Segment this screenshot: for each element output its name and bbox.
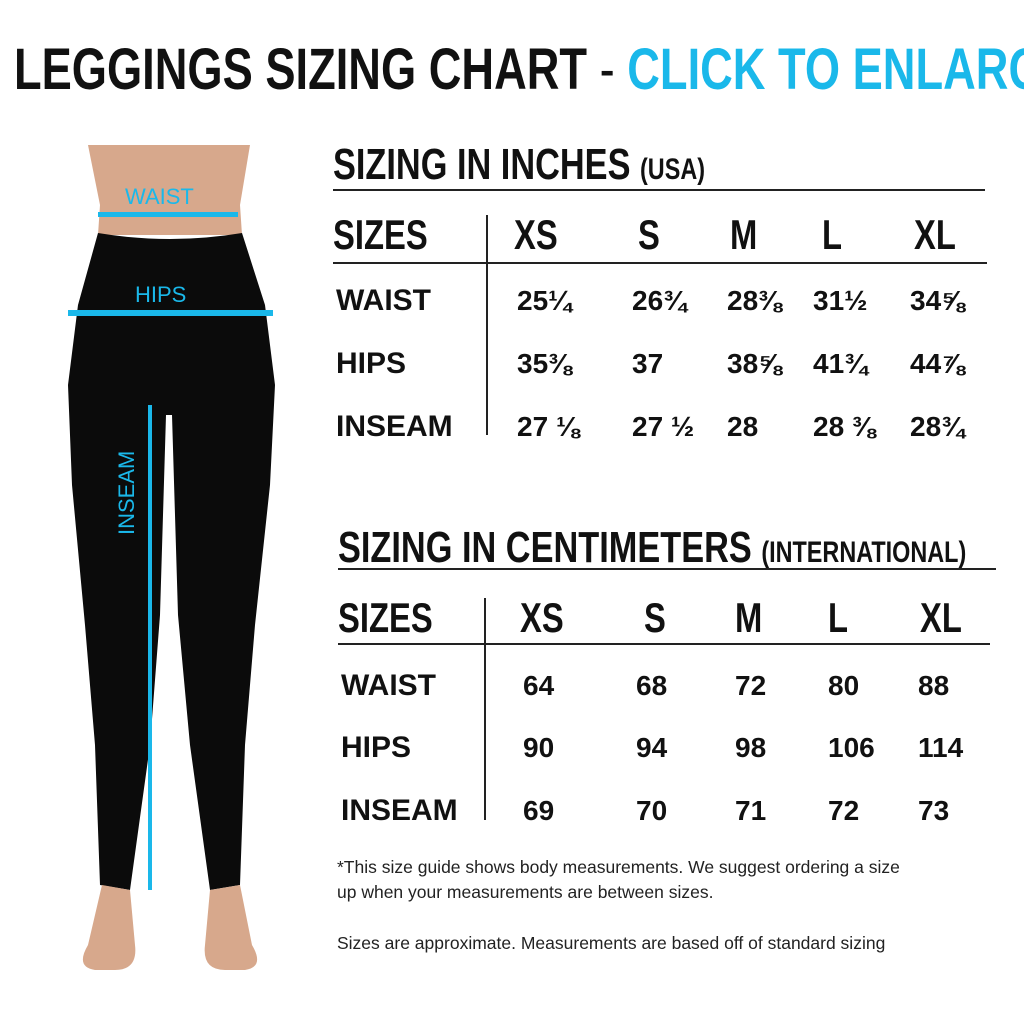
row-label: WAIST bbox=[341, 669, 436, 702]
cm-subtitle: (INTERNATIONAL) bbox=[761, 536, 967, 569]
title-text: LEGGINGS SIZING CHART bbox=[14, 37, 588, 102]
table-cell: 114 bbox=[918, 732, 964, 763]
table-cell: 38⅝ bbox=[727, 348, 782, 379]
size-column-header: XL bbox=[920, 594, 962, 641]
table-cell: 73 bbox=[918, 795, 950, 826]
note-line-1: *This size guide shows body measurements… bbox=[337, 857, 900, 877]
table-cell: 28 bbox=[727, 411, 759, 442]
table-cell: 72 bbox=[735, 670, 767, 701]
divider bbox=[338, 568, 996, 570]
inches-subtitle: (USA) bbox=[640, 153, 706, 186]
table-cell: 71 bbox=[735, 795, 767, 826]
size-column-header: XS bbox=[514, 211, 558, 258]
header-divider bbox=[333, 262, 987, 264]
size-column-header: M bbox=[730, 211, 758, 258]
table-cell: 70 bbox=[636, 795, 668, 826]
hips-measure-line bbox=[68, 310, 273, 316]
note-line-2: up when your measurements are between si… bbox=[337, 882, 714, 902]
row-label: INSEAM bbox=[341, 794, 458, 827]
hips-label: HIPS bbox=[135, 282, 187, 307]
table-cell: 25¼ bbox=[517, 285, 572, 316]
column-divider bbox=[486, 215, 488, 435]
table-cell: 106 bbox=[828, 732, 875, 763]
leggings-model-image bbox=[68, 145, 275, 970]
inseam-measure-line bbox=[148, 405, 152, 890]
size-column-header: L bbox=[828, 594, 849, 641]
table-cell: 88 bbox=[918, 670, 950, 701]
table-cell: 94 bbox=[636, 732, 668, 763]
table-cell: 98 bbox=[735, 732, 767, 763]
table-cell: 34⅝ bbox=[910, 285, 965, 316]
size-column-header: S bbox=[638, 211, 660, 258]
sizes-header: SIZES bbox=[338, 594, 433, 641]
table-cell: 69 bbox=[523, 795, 555, 826]
table-cell: 41¾ bbox=[813, 348, 868, 379]
table-cell: 44⅞ bbox=[910, 348, 965, 379]
cm-title: SIZING IN CENTIMETERS bbox=[338, 523, 752, 572]
row-label: HIPS bbox=[336, 347, 407, 380]
waist-measure-line bbox=[98, 212, 238, 217]
column-divider bbox=[484, 598, 486, 820]
left-foot bbox=[82, 885, 136, 970]
row-label: INSEAM bbox=[336, 410, 453, 443]
table-cell: 72 bbox=[828, 795, 860, 826]
table-cell: 68 bbox=[636, 670, 668, 701]
size-column-header: XL bbox=[914, 211, 956, 258]
size-column-header: L bbox=[822, 211, 843, 258]
table-cell: 27 ⅛ bbox=[517, 411, 580, 442]
inches-title: SIZING IN INCHES bbox=[333, 140, 631, 189]
size-column-header: S bbox=[644, 594, 666, 641]
table-cell: 37 bbox=[632, 348, 664, 379]
size-column-header: M bbox=[735, 594, 763, 641]
page-title: LEGGINGS SIZING CHART - CLICK TO ENLARGE bbox=[14, 38, 1024, 102]
table-cell: 35⅜ bbox=[517, 348, 572, 379]
table-cell: 90 bbox=[523, 732, 555, 763]
table-cell: 28 ⅜ bbox=[813, 411, 876, 442]
table-cell: 64 bbox=[523, 670, 555, 701]
inseam-label: INSEAM bbox=[114, 450, 139, 535]
click-to-enlarge-link[interactable]: CLICK TO ENLARGE bbox=[627, 37, 1024, 102]
note-line-3: Sizes are approximate. Measurements are … bbox=[337, 933, 886, 953]
inches-section-title: SIZING IN INCHES (USA) bbox=[333, 140, 705, 195]
table-cell: 26¾ bbox=[632, 285, 687, 316]
divider bbox=[333, 189, 985, 191]
row-label: WAIST bbox=[336, 284, 431, 317]
header-divider bbox=[338, 643, 990, 645]
waist-label: WAIST bbox=[125, 184, 194, 209]
cm-section-title: SIZING IN CENTIMETERS (INTERNATIONAL) bbox=[338, 523, 966, 578]
table-cell: 31½ bbox=[813, 285, 868, 316]
leggings-shape bbox=[68, 233, 275, 890]
table-cell: 28⅜ bbox=[727, 285, 782, 316]
table-cell: 80 bbox=[828, 670, 860, 701]
row-label: HIPS bbox=[341, 731, 412, 764]
size-column-header: XS bbox=[520, 594, 564, 641]
right-foot bbox=[204, 885, 258, 970]
title-separator: - bbox=[587, 37, 628, 102]
table-cell: 28¾ bbox=[910, 411, 965, 442]
sizes-header: SIZES bbox=[333, 211, 428, 258]
table-cell: 27 ½ bbox=[632, 411, 695, 442]
